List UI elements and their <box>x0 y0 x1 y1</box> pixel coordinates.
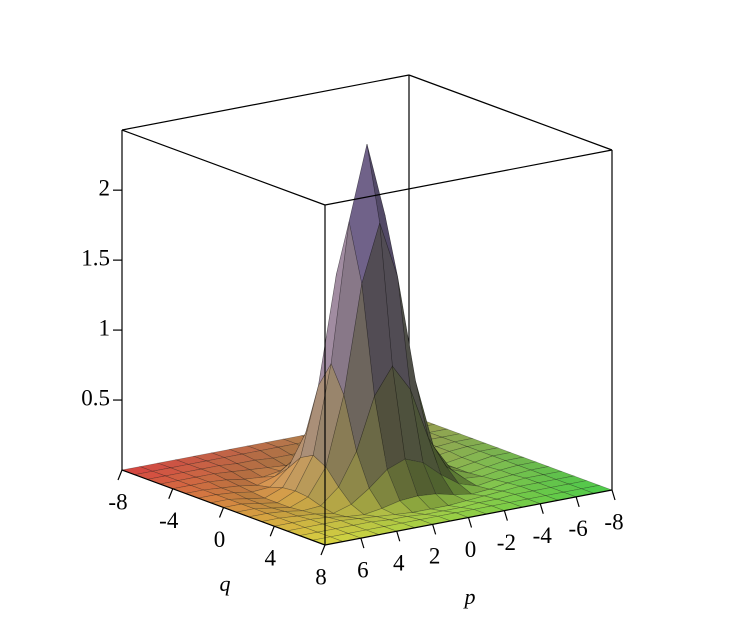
y-tick <box>168 488 174 499</box>
x-tick-label: 6 <box>357 557 369 582</box>
box-edge <box>121 74 410 131</box>
box-edge <box>121 129 326 206</box>
y-tick <box>269 526 275 537</box>
z-tick-label: 1 <box>99 315 111 340</box>
x-tick <box>360 537 365 549</box>
x-tick-label: -6 <box>569 516 588 541</box>
x-tick-label: 2 <box>429 544 441 569</box>
x-tick <box>611 489 616 501</box>
y-tick-label: 0 <box>214 527 226 552</box>
x-tick <box>396 531 401 542</box>
box-edge <box>408 74 613 151</box>
y-tick-label: -4 <box>159 508 179 533</box>
z-tick-label: 2 <box>99 175 111 200</box>
y-tick-label: 8 <box>315 564 327 589</box>
x-tick <box>539 503 544 514</box>
x-tick-label: -4 <box>533 523 553 548</box>
x-tick <box>432 524 437 535</box>
x-tick-label: -8 <box>604 509 623 534</box>
y-tick <box>117 469 123 481</box>
x-axis-label: p <box>463 584 476 609</box>
x-tick <box>575 496 580 508</box>
x-tick-label: 0 <box>465 537 477 562</box>
y-tick-label: 4 <box>265 546 277 571</box>
y-tick <box>218 507 225 518</box>
x-tick-label: 4 <box>393 551 405 576</box>
x-tick <box>503 510 508 521</box>
box-edge <box>324 149 613 206</box>
x-tick-label: -2 <box>497 530 516 555</box>
y-tick <box>320 544 326 556</box>
x-tick <box>467 517 473 528</box>
y-axis-label: q <box>220 571 231 596</box>
z-tick-label: 1.5 <box>81 245 110 270</box>
z-tick-label: 0.5 <box>81 385 110 410</box>
y-tick-label: -8 <box>108 489 127 514</box>
